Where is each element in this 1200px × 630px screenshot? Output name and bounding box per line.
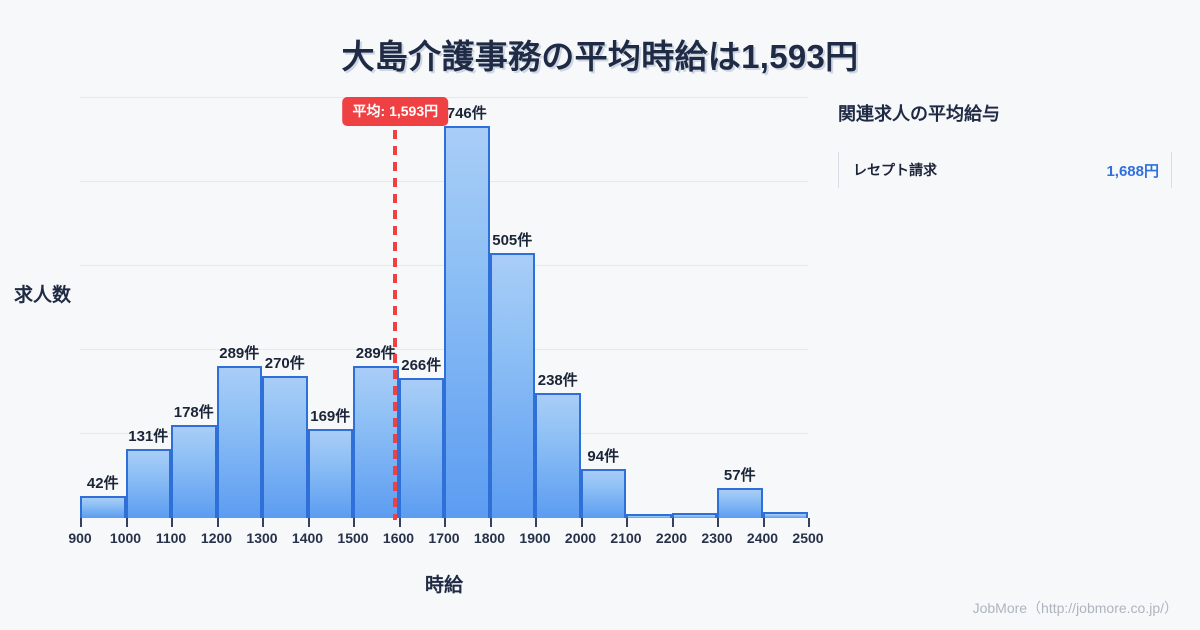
- x-axis-tick: [580, 518, 583, 527]
- x-axis-tick-label: 1700: [428, 530, 460, 546]
- x-axis-tick-label: 900: [68, 530, 92, 546]
- histogram-bar[interactable]: [626, 514, 672, 518]
- related-job-row[interactable]: レセプト請求 1,688円: [838, 152, 1172, 188]
- x-axis-tick-label: 2100: [610, 530, 642, 546]
- bar-value-label: 746件: [446, 105, 487, 123]
- histogram-bar[interactable]: [262, 376, 308, 518]
- x-axis-tick-label: 1400: [291, 530, 324, 546]
- x-axis-tick-label: 1500: [337, 530, 369, 546]
- x-axis-tick-label: 2000: [564, 530, 597, 546]
- bar-value-label: 266件: [401, 357, 442, 375]
- y-axis-title: 求人数: [14, 285, 72, 306]
- x-axis-tick: [808, 518, 810, 527]
- chart-plot-area: 42件 131件 178件 289件 270件 169件 289件 266件 746件 505件 2…: [68, 97, 824, 546]
- x-axis-tick: [671, 518, 674, 527]
- histogram-bar[interactable]: [125, 449, 171, 518]
- x-axis-tick: [262, 518, 264, 527]
- x-axis-tick-label: 2500: [792, 530, 824, 546]
- x-axis-tick-label: 2200: [655, 530, 688, 546]
- histogram-bar[interactable]: [353, 366, 399, 518]
- x-axis-tick: [489, 518, 492, 527]
- bar-value-label: 131件: [128, 428, 169, 446]
- x-axis-title: 時給: [424, 575, 463, 596]
- average-badge: 平均: 1,593円: [342, 97, 449, 126]
- watermark: JobMore（http://jobmore.co.jp/）: [972, 600, 1178, 616]
- x-axis-tick: [125, 518, 128, 527]
- x-axis-tick-label: 1600: [382, 530, 415, 546]
- x-axis-tick-label: 1200: [200, 530, 233, 546]
- histogram-bar[interactable]: [444, 126, 490, 518]
- x-axis-tick: [353, 518, 355, 527]
- x-axis-tick: [216, 518, 219, 527]
- bar-value-label: 169件: [310, 408, 351, 426]
- histogram-bar[interactable]: [216, 366, 262, 518]
- histogram-bar[interactable]: [489, 252, 535, 518]
- related-job-label: レセプト請求: [853, 162, 937, 178]
- x-axis-tick: [444, 518, 446, 527]
- x-axis-tick-label: 1100: [155, 530, 187, 546]
- bar-value-label: 289件: [355, 345, 396, 363]
- page-title: 大島介護事務の平均時給は1,593円: [341, 38, 859, 75]
- average-line: [393, 98, 398, 520]
- x-axis-tick-label: 1300: [246, 530, 278, 546]
- x-axis-tick: [80, 518, 82, 527]
- bar-value-label: 238件: [537, 372, 578, 390]
- bar-value-label: 270件: [264, 355, 305, 373]
- x-axis-tick: [171, 518, 173, 527]
- x-axis-tick: [398, 518, 401, 527]
- related-jobs-list: レセプト請求 1,688円: [838, 152, 1172, 188]
- x-axis-tick: [626, 518, 628, 527]
- histogram-bar[interactable]: [80, 495, 126, 518]
- x-axis-tick-label: 1800: [473, 530, 506, 546]
- x-axis-tick-label: 1000: [109, 530, 142, 546]
- x-axis-tick-label: 2300: [701, 530, 733, 546]
- histogram-bar[interactable]: [671, 513, 717, 518]
- histogram-bar[interactable]: [535, 393, 581, 518]
- related-job-value: 1,688円: [1106, 162, 1159, 180]
- bar-value-label: 42件: [86, 474, 119, 492]
- x-axis-tick: [307, 518, 310, 527]
- histogram-bar[interactable]: [307, 429, 353, 518]
- x-axis-tick-label: 1900: [519, 530, 551, 546]
- histogram-bar[interactable]: [398, 378, 444, 518]
- histogram-bar[interactable]: [762, 512, 808, 518]
- related-jobs-panel: 関連求人の平均給与 レセプト請求 1,688円: [838, 100, 1172, 188]
- histogram-bar[interactable]: [580, 468, 626, 518]
- related-jobs-title: 関連求人の平均給与: [838, 104, 1000, 124]
- bar-value-label: 57件: [723, 467, 756, 485]
- x-axis-tick: [717, 518, 719, 527]
- x-axis-tick-label: 2400: [746, 530, 779, 546]
- histogram-bar[interactable]: [717, 488, 763, 518]
- bar-value-label: 178件: [173, 403, 214, 421]
- bar-value-label: 505件: [492, 231, 533, 249]
- histogram-bar[interactable]: [171, 424, 217, 518]
- bar-value-label: 94件: [587, 447, 620, 465]
- bar-value-label: 289件: [219, 345, 260, 363]
- x-axis-tick: [535, 518, 537, 527]
- x-axis-tick: [762, 518, 765, 527]
